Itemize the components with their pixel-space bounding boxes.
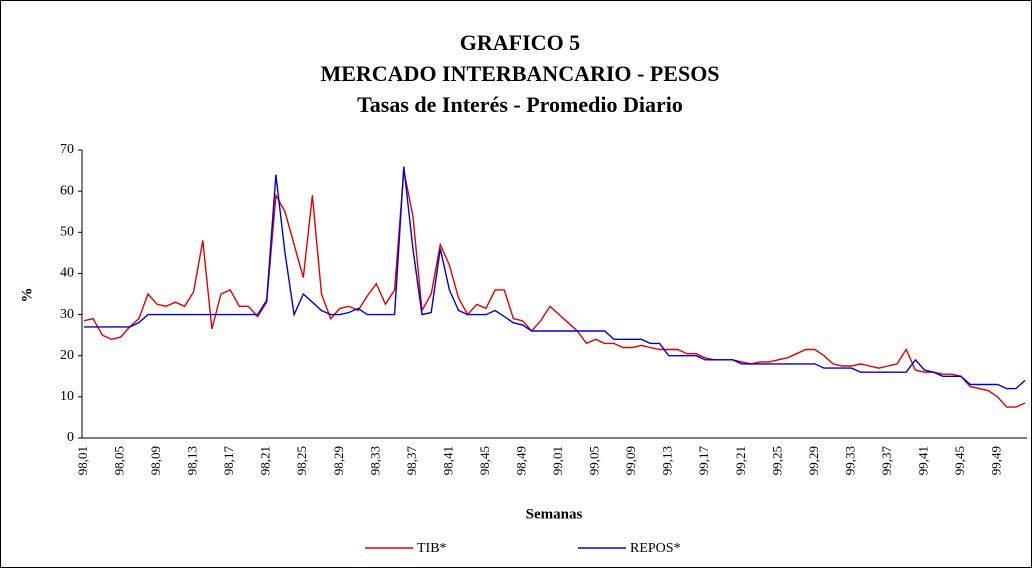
x-tick-label: 98,45 [477,446,492,475]
x-tick-label: 98,13 [185,446,200,475]
x-tick-label: 99,25 [769,446,784,475]
x-tick-label: 98,29 [331,446,346,475]
x-tick-label: 98,33 [367,446,382,475]
x-tick-label: 98,05 [112,446,127,475]
x-tick-label: 99,37 [879,446,894,476]
y-tick-label: 10 [60,389,74,404]
x-tick-label: 99,13 [660,446,675,475]
chart-title: GRAFICO 5 [460,30,580,55]
y-tick-label: 20 [60,348,74,363]
x-tick-label: 98,01 [75,446,90,475]
x-tick-label: 99,17 [696,446,711,476]
x-tick-label: 98,17 [221,446,236,476]
data-line [83,170,1026,408]
x-tick-label: 99,49 [989,446,1004,475]
x-tick-label: 99,45 [952,446,967,475]
x-tick-label: 98,49 [514,446,529,475]
y-tick-label: 60 [60,183,74,198]
y-tick-label: 30 [60,307,74,322]
x-tick-label: 99,21 [733,446,748,475]
chart-subtitle: MERCADO INTERBANCARIO - PESOS [320,61,719,86]
data-line [84,166,1026,390]
x-tick-label: 99,05 [587,446,602,475]
legend-label: REPOS* [630,541,681,556]
y-tick-label: 70 [60,142,74,157]
x-tick-label: 98,41 [440,446,455,475]
x-tick-label: 99,41 [915,446,930,475]
x-tick-label: 98,09 [148,446,163,475]
legend-label: TIB* [417,541,447,556]
x-axis-title: Semanas [526,506,583,522]
chart-subtitle: Tasas de Interés - Promedio Diario [357,92,683,117]
x-tick-label: 99,09 [623,446,638,475]
x-tick-label: 98,21 [258,446,273,475]
x-tick-label: 99,29 [806,446,821,475]
x-tick-label: 98,25 [294,446,309,475]
x-tick-label: 98,37 [404,446,419,476]
x-tick-label: 99,33 [842,446,857,475]
y-tick-label: 0 [67,430,74,445]
y-tick-label: 50 [60,225,74,240]
x-tick-label: 99,01 [550,446,565,475]
y-tick-label: 40 [60,266,74,281]
y-axis-title: % [19,288,35,303]
